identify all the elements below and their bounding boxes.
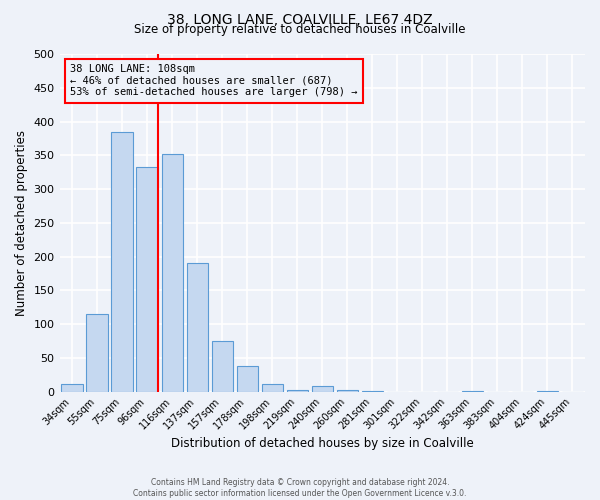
X-axis label: Distribution of detached houses by size in Coalville: Distribution of detached houses by size … xyxy=(171,437,473,450)
Bar xyxy=(112,132,133,392)
Bar xyxy=(537,391,558,392)
Bar xyxy=(311,386,333,392)
Bar xyxy=(337,390,358,392)
Bar xyxy=(462,391,483,392)
Text: Size of property relative to detached houses in Coalville: Size of property relative to detached ho… xyxy=(134,22,466,36)
Bar xyxy=(287,390,308,392)
Bar xyxy=(212,341,233,392)
Bar xyxy=(161,154,183,392)
Bar xyxy=(262,384,283,392)
Text: 38 LONG LANE: 108sqm
← 46% of detached houses are smaller (687)
53% of semi-deta: 38 LONG LANE: 108sqm ← 46% of detached h… xyxy=(70,64,358,98)
Y-axis label: Number of detached properties: Number of detached properties xyxy=(15,130,28,316)
Bar xyxy=(236,366,258,392)
Bar xyxy=(362,391,383,392)
Bar xyxy=(86,314,108,392)
Bar xyxy=(61,384,83,392)
Text: 38, LONG LANE, COALVILLE, LE67 4DZ: 38, LONG LANE, COALVILLE, LE67 4DZ xyxy=(167,12,433,26)
Text: Contains HM Land Registry data © Crown copyright and database right 2024.
Contai: Contains HM Land Registry data © Crown c… xyxy=(133,478,467,498)
Bar xyxy=(187,264,208,392)
Bar xyxy=(136,167,158,392)
